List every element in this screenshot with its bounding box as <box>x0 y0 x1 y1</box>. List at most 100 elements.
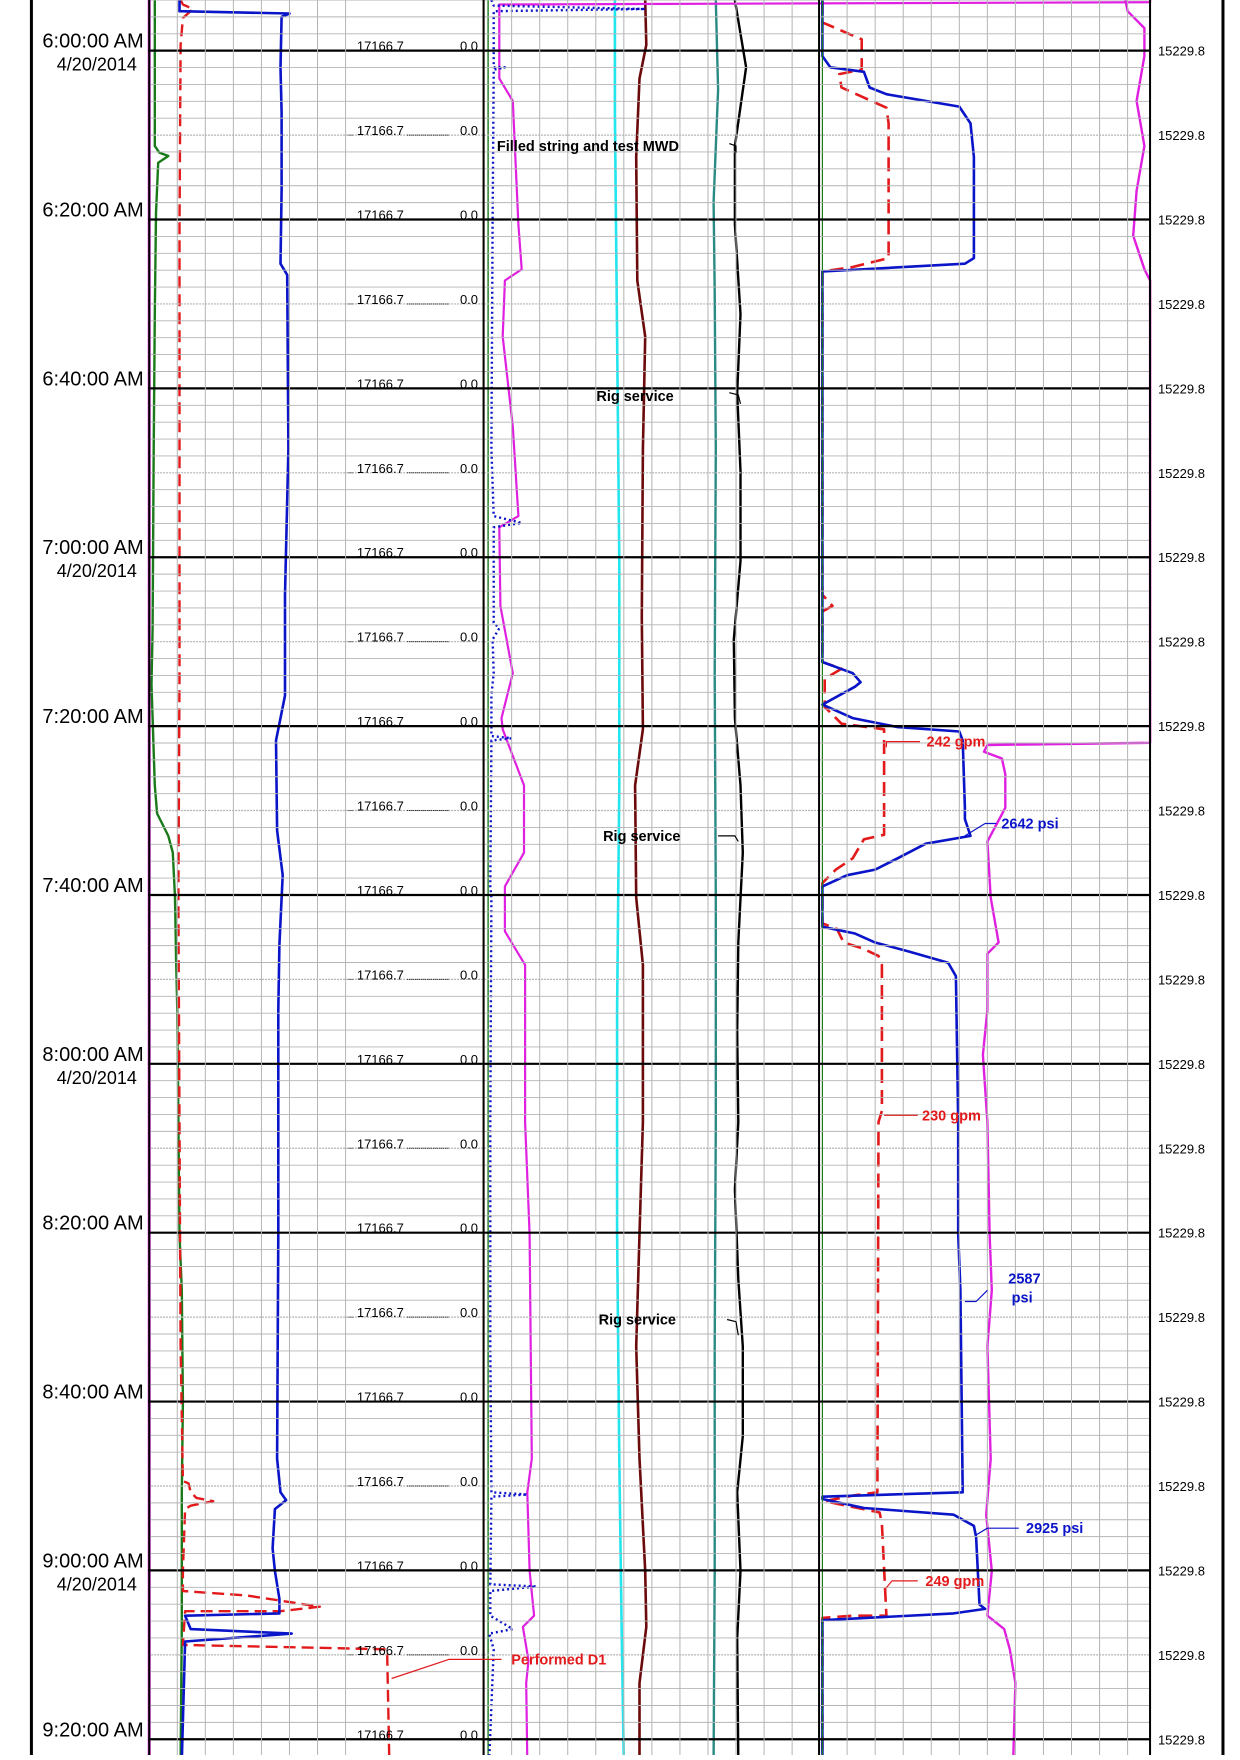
depth-readout: 17166.7 <box>357 1643 404 1658</box>
annotation-label: 2587 <box>1008 1272 1040 1288</box>
depth-readout: 17166.7 <box>357 1558 404 1573</box>
bit-depth-readout: 15229.8 <box>1158 1395 1205 1410</box>
depth-readout: 17166.7 <box>357 123 404 138</box>
depth-readout: 17166.7 <box>357 39 404 54</box>
grid <box>31 0 1223 1755</box>
depth-readout: 17166.7 <box>357 630 404 645</box>
annotation-leader <box>392 1659 502 1678</box>
data-tracks <box>149 0 1150 1755</box>
depth-readout: 17166.7 <box>357 714 404 729</box>
annotation-label: 2642 psi <box>1001 817 1058 833</box>
rop-readout: 0.0 <box>460 1643 478 1658</box>
bit-depth-readout: 15229.8 <box>1158 635 1205 650</box>
rop-readout: 0.0 <box>460 461 478 476</box>
time-tick-label: 6:20:00 AM <box>42 200 143 222</box>
rop-readout: 0.0 <box>460 208 478 223</box>
depth-readout: 17166.7 <box>357 1136 404 1151</box>
depth-readout: 17166.7 <box>357 967 404 982</box>
rop-readout: 0.0 <box>460 1474 478 1489</box>
rop-readout: 0.0 <box>460 545 478 560</box>
bit-depth-readout: 15229.8 <box>1158 1310 1205 1325</box>
annotation-leader <box>886 1581 917 1588</box>
rop-readout: 0.0 <box>460 883 478 898</box>
time-tick-date: 4/20/2014 <box>57 1574 137 1594</box>
annotation-leader <box>976 1528 1019 1535</box>
depth-readout: 17166.7 <box>357 545 404 560</box>
time-tick-date: 4/20/2014 <box>57 55 137 75</box>
annotation-label: Rig service <box>599 1312 676 1328</box>
annotation-leader <box>729 393 740 404</box>
depth-readout: 17166.7 <box>357 208 404 223</box>
annotation-label: 2925 psi <box>1026 1521 1083 1537</box>
annotation-label: psi <box>1012 1291 1033 1307</box>
time-tick-label: 9:00:00 AM <box>42 1550 143 1572</box>
time-tick-label: 7:20:00 AM <box>42 706 143 728</box>
depth-readout: 17166.7 <box>357 1221 404 1236</box>
annotation-label: 230 gpm <box>922 1108 981 1124</box>
time-tick-date: 4/20/2014 <box>57 561 137 581</box>
rop-readout: 0.0 <box>460 39 478 54</box>
bit-depth-readout: 15229.8 <box>1158 213 1205 228</box>
rop-readout: 0.0 <box>460 1558 478 1573</box>
rop-readout: 0.0 <box>460 1052 478 1067</box>
bit-depth-readout: 15229.8 <box>1158 1141 1205 1156</box>
teal-curve <box>714 0 719 1755</box>
bit-depth-readout: 15229.8 <box>1158 297 1205 312</box>
bit-depth-readout: 15229.8 <box>1158 381 1205 396</box>
bit-depth-readout: 15229.8 <box>1158 888 1205 903</box>
bit-depth-readout: 15229.8 <box>1158 550 1205 565</box>
rop-readout: 0.0 <box>460 967 478 982</box>
time-tick-label: 9:20:00 AM <box>42 1719 143 1741</box>
depth-readout: 17166.7 <box>357 1052 404 1067</box>
bit-depth-readout: 15229.8 <box>1158 1057 1205 1072</box>
annotation-label: Rig service <box>603 829 680 845</box>
blue-dotted-curve <box>489 0 645 1755</box>
cyan-curve <box>615 0 624 1755</box>
annotation-leader <box>727 1320 738 1336</box>
time-tick-label: 6:40:00 AM <box>42 368 143 390</box>
bit-depth-readout: 15229.8 <box>1158 1563 1205 1578</box>
red-flow-curve <box>822 0 888 1755</box>
depth-readout: 17166.7 <box>357 1390 404 1405</box>
depth-readout: 17166.7 <box>357 292 404 307</box>
annotation-label: 242 gpm <box>927 735 986 751</box>
time-tick-label: 8:40:00 AM <box>42 1382 143 1404</box>
blue-curve <box>180 0 292 1755</box>
brown-curve <box>635 0 646 1755</box>
rop-readout: 0.0 <box>460 1390 478 1405</box>
annotation-label: Filled string and test MWD <box>497 139 679 155</box>
rop-readout: 0.0 <box>460 1727 478 1742</box>
bit-depth-readout: 15229.8 <box>1158 44 1205 59</box>
rop-readout: 0.0 <box>460 630 478 645</box>
bit-depth-readout: 15229.8 <box>1158 1648 1205 1663</box>
rop-readout: 0.0 <box>460 292 478 307</box>
depth-readout: 17166.7 <box>357 799 404 814</box>
bit-depth-readout: 15229.8 <box>1158 466 1205 481</box>
time-tick-label: 8:00:00 AM <box>42 1044 143 1066</box>
rop-readout: 0.0 <box>460 1136 478 1151</box>
rop-readout: 0.0 <box>460 123 478 138</box>
depth-readout: 17166.7 <box>357 1474 404 1489</box>
annotation-label: 249 gpm <box>925 1574 984 1590</box>
rop-readout: 0.0 <box>460 1305 478 1320</box>
depth-readout: 17166.7 <box>357 1727 404 1742</box>
depth-readout: 17166.7 <box>357 1305 404 1320</box>
time-tick-date: 4/20/2014 <box>57 1068 137 1088</box>
bit-depth-readout: 15229.8 <box>1158 804 1205 819</box>
annotation-label: Performed D1 <box>511 1652 606 1668</box>
depth-track: 17166.7 0.0 15229.8 17166.7 0.0 15229.8 17166.… <box>348 39 1205 1755</box>
bit-depth-readout: 15229.8 <box>1158 1732 1205 1747</box>
annotation-leader <box>718 836 738 842</box>
depth-readout: 17166.7 <box>357 883 404 898</box>
rop-readout: 0.0 <box>460 799 478 814</box>
depth-readout: 17166.7 <box>357 461 404 476</box>
time-tick-label: 8:20:00 AM <box>42 1213 143 1235</box>
rop-readout: 0.0 <box>460 1221 478 1236</box>
bit-depth-readout: 15229.8 <box>1158 1479 1205 1494</box>
time-tick-label: 7:40:00 AM <box>42 875 143 897</box>
bit-depth-readout: 15229.8 <box>1158 972 1205 987</box>
time-tick-label: 6:00:00 AM <box>42 31 143 53</box>
magenta-curve <box>499 0 1150 1755</box>
